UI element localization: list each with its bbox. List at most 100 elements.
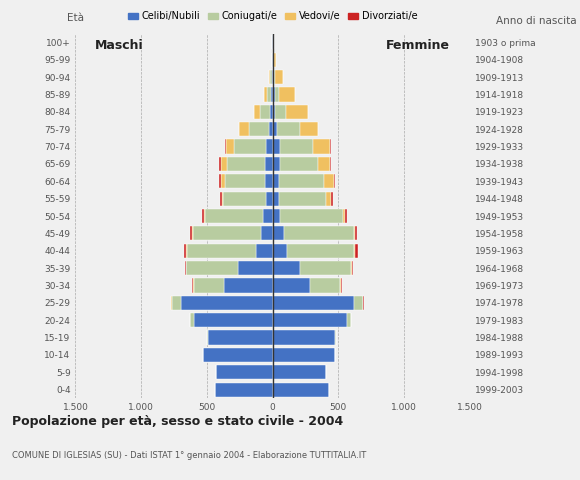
Text: Maschi: Maschi — [95, 39, 144, 52]
Bar — [300, 261, 351, 275]
Bar — [171, 296, 172, 310]
Bar — [193, 226, 261, 240]
Text: Femmine: Femmine — [386, 39, 450, 52]
Bar — [270, 105, 273, 119]
Bar — [343, 209, 346, 223]
Bar — [266, 192, 273, 206]
Bar — [184, 261, 186, 275]
Bar — [335, 330, 336, 345]
Bar — [184, 244, 187, 258]
Bar — [273, 105, 275, 119]
Bar — [318, 157, 329, 171]
Bar — [261, 226, 273, 240]
Bar — [270, 70, 271, 84]
Bar — [220, 192, 222, 206]
Bar — [220, 157, 227, 171]
Bar — [286, 105, 309, 119]
Bar — [347, 313, 351, 327]
Bar — [354, 244, 355, 258]
Bar — [264, 157, 273, 171]
Bar — [280, 174, 324, 188]
Bar — [193, 278, 194, 293]
Bar — [329, 157, 331, 171]
Bar — [334, 174, 335, 188]
Bar — [280, 139, 313, 154]
Bar — [207, 330, 208, 345]
Bar — [224, 278, 273, 293]
Bar — [264, 87, 267, 102]
Bar — [273, 244, 287, 258]
Bar — [275, 87, 278, 102]
Bar — [226, 139, 234, 154]
Bar — [202, 209, 204, 223]
Bar — [280, 157, 318, 171]
Bar — [273, 348, 335, 362]
Bar — [273, 192, 279, 206]
Bar — [340, 278, 341, 293]
Bar — [324, 174, 334, 188]
Bar — [273, 209, 280, 223]
Bar — [204, 209, 205, 223]
Bar — [224, 174, 266, 188]
Bar — [273, 365, 326, 380]
Bar — [273, 261, 300, 275]
Bar — [180, 296, 273, 310]
Bar — [216, 365, 273, 380]
Bar — [276, 70, 283, 84]
Bar — [277, 122, 300, 136]
Bar — [287, 244, 354, 258]
Bar — [220, 174, 224, 188]
Bar — [276, 105, 286, 119]
Bar — [267, 87, 271, 102]
Text: Età: Età — [67, 13, 84, 23]
Bar — [284, 226, 354, 240]
Bar — [278, 87, 295, 102]
Bar — [351, 261, 353, 275]
Bar — [187, 244, 256, 258]
Bar — [194, 313, 273, 327]
Bar — [274, 70, 276, 84]
Text: COMUNE DI IGLESIAS (SU) - Dati ISTAT 1° gennaio 2004 - Elaborazione TUTTITALIA.I: COMUNE DI IGLESIAS (SU) - Dati ISTAT 1° … — [12, 451, 366, 460]
Bar — [273, 383, 329, 397]
Bar — [273, 226, 284, 240]
Bar — [269, 122, 273, 136]
Bar — [238, 261, 273, 275]
Bar — [190, 313, 194, 327]
Bar — [249, 122, 269, 136]
Bar — [331, 192, 333, 206]
Bar — [273, 174, 280, 188]
Bar — [273, 35, 274, 49]
Bar — [194, 278, 224, 293]
Bar — [205, 209, 263, 223]
Bar — [273, 278, 310, 293]
Bar — [313, 139, 330, 154]
Bar — [223, 192, 266, 206]
Bar — [266, 174, 273, 188]
Bar — [310, 278, 340, 293]
Bar — [300, 122, 318, 136]
Bar — [273, 330, 335, 345]
Bar — [203, 348, 273, 362]
Bar — [219, 157, 220, 171]
Bar — [273, 139, 280, 154]
Bar — [271, 87, 273, 102]
Bar — [362, 296, 364, 310]
Bar — [346, 209, 347, 223]
Bar — [254, 105, 260, 119]
Bar — [326, 192, 331, 206]
Bar — [219, 174, 220, 188]
Text: Anno di nascita: Anno di nascita — [496, 16, 577, 26]
Bar — [273, 87, 275, 102]
Bar — [266, 139, 273, 154]
Text: Popolazione per età, sesso e stato civile - 2004: Popolazione per età, sesso e stato civil… — [12, 415, 343, 428]
Bar — [225, 139, 226, 154]
Bar — [172, 296, 180, 310]
Bar — [190, 226, 193, 240]
Bar — [273, 313, 347, 327]
Bar — [263, 209, 273, 223]
Bar — [234, 139, 266, 154]
Legend: Celibi/Nubili, Coniugati/e, Vedovi/e, Divorziati/e: Celibi/Nubili, Coniugati/e, Vedovi/e, Di… — [124, 8, 421, 25]
Bar — [222, 192, 223, 206]
Bar — [260, 105, 270, 119]
Bar — [279, 192, 326, 206]
